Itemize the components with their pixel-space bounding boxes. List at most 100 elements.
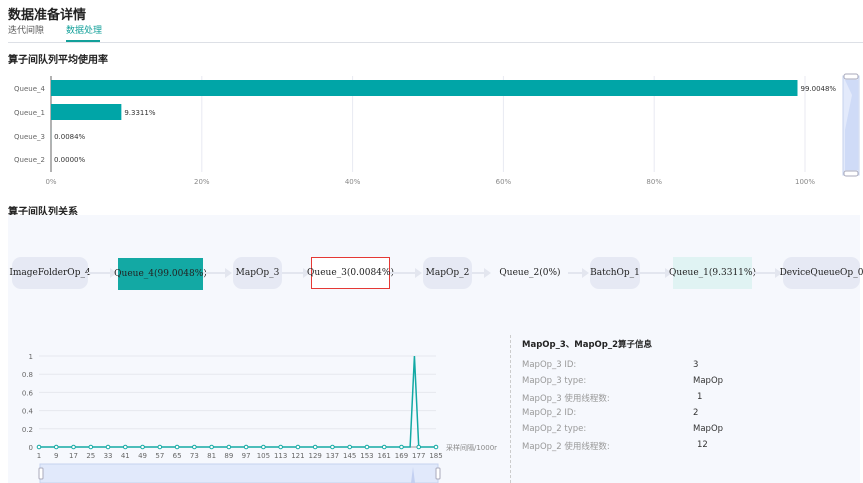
x-tick-label: 80% xyxy=(646,178,662,186)
x-tick-label: 40% xyxy=(345,178,361,186)
data-point xyxy=(71,444,76,450)
x-tick-label: 97 xyxy=(242,452,251,460)
bar-value-label: 0.0084% xyxy=(54,133,85,141)
data-point xyxy=(53,444,59,450)
pipeline-arrow xyxy=(568,268,589,278)
x-tick-label: 0% xyxy=(45,178,56,186)
data-point xyxy=(157,444,163,450)
data-point xyxy=(278,444,283,450)
data-point xyxy=(105,444,111,450)
pipeline-arrow xyxy=(88,268,117,278)
y-tick-label: 0.6 xyxy=(22,389,34,397)
x-tick-label: 41 xyxy=(121,452,130,460)
x-tick-label: 33 xyxy=(104,452,113,460)
y-tick-label: Queue_2 xyxy=(14,156,45,164)
x-tick-label: 25 xyxy=(86,452,95,460)
pipeline-node-batchop_1[interactable]: BatchOp_1 xyxy=(590,257,640,289)
pipeline-node-imagefolderop_4[interactable]: ImageFolderOp_4 xyxy=(9,257,91,289)
data-point xyxy=(174,444,180,450)
pipeline-arrow xyxy=(472,268,491,278)
data-point xyxy=(399,444,404,450)
data-point xyxy=(140,444,145,450)
pipeline-node-devicequeueop_0[interactable]: DeviceQueueOp_0 xyxy=(780,257,863,289)
bar-value-label: 99.0048% xyxy=(800,85,836,93)
op-info-title: MapOp_3、MapOp_2算子信息 xyxy=(522,340,653,350)
pipeline-node-queue_2[interactable]: Queue_2(0%) xyxy=(499,268,561,278)
x-tick-label: 105 xyxy=(257,452,270,460)
op-info-value: 1 xyxy=(697,392,703,402)
data-zoom-preview xyxy=(411,467,415,483)
queue-usage-title: 算子间队列平均使用率 xyxy=(8,55,108,66)
bar-value-label: 9.3311% xyxy=(124,109,155,117)
pipeline-node-mapop_3[interactable]: MapOp_3 xyxy=(233,257,282,289)
data-point xyxy=(364,444,370,450)
op-info-value: 2 xyxy=(693,408,699,418)
op-info-value: MapOp xyxy=(693,424,724,434)
y-tick-label: 1 xyxy=(29,353,33,361)
pipeline-node-queue_3[interactable]: Queue_3(0.0084%) xyxy=(307,257,394,289)
op-info-label: MapOp_2 ID: xyxy=(522,408,577,418)
x-tick-label: 89 xyxy=(224,452,233,460)
pipeline-node-mapop_2[interactable]: MapOp_2 xyxy=(423,257,472,289)
op-info-label: MapOp_3 ID: xyxy=(522,360,577,370)
bar-queue_4 xyxy=(51,80,798,96)
x-tick-label: 73 xyxy=(190,452,199,460)
queue-usage-bar-chart: 0% 20% 40% 60% 80% 100% Queue_4 99.0048% Queue_1… xyxy=(14,73,860,186)
slider-handle-top xyxy=(843,73,859,80)
y-tick-label: 0.4 xyxy=(22,408,34,416)
x-tick-label: 177 xyxy=(412,452,425,460)
data-point xyxy=(226,444,232,450)
x-tick-label: 57 xyxy=(155,452,164,460)
y-tick-label: 0.8 xyxy=(22,371,33,379)
data-point xyxy=(261,444,266,450)
data-point xyxy=(433,444,439,450)
x-tick-label: 81 xyxy=(207,452,216,460)
data-point xyxy=(88,444,94,450)
op-info-value: 3 xyxy=(693,360,699,370)
x-tick-label: 9 xyxy=(54,452,58,460)
x-tick-label: 65 xyxy=(173,452,182,460)
pipeline-arrow xyxy=(390,268,422,278)
op-info-label: MapOp_2 使用线程数: xyxy=(522,442,610,452)
x-tick-label: 49 xyxy=(138,452,147,460)
tab-iteration-gap[interactable]: 迭代间隙 xyxy=(8,26,45,36)
pipeline-arrow xyxy=(203,268,232,278)
x-tick-label: 153 xyxy=(360,452,373,460)
queue-trend-line-chart: 0 0.2 0.4 0.6 0.8 1 1 9 17 25 33 41 49 57 65 73 81 89 97 10… xyxy=(22,353,497,483)
data-zoom-slider xyxy=(39,463,439,483)
active-tab-indicator xyxy=(66,40,100,42)
y-tick-label: Queue_4 xyxy=(14,85,45,93)
x-tick-label: 20% xyxy=(194,178,210,186)
pipeline-node-queue_1[interactable]: Queue_1(9.3311%) xyxy=(669,257,756,289)
op-info-label: MapOp_3 使用线程数: xyxy=(522,394,610,404)
op-info-value: MapOp xyxy=(693,376,724,386)
data-point xyxy=(312,444,318,450)
x-tick-label: 145 xyxy=(343,452,356,460)
pipeline-node-queue_4[interactable]: Queue_4(99.0048%) xyxy=(114,258,207,290)
x-tick-label: 137 xyxy=(326,452,339,460)
data-point xyxy=(123,444,128,450)
data-point xyxy=(347,444,352,450)
y-tick-label: Queue_1 xyxy=(14,109,45,117)
slider-handle-bottom xyxy=(843,170,859,177)
x-tick-label: 100% xyxy=(795,178,815,186)
pipeline-arrow xyxy=(282,268,310,278)
tab-divider xyxy=(8,42,863,43)
data-point xyxy=(192,444,197,450)
tab-data-processing[interactable]: 数据处理 xyxy=(66,26,103,36)
x-tick-label: 161 xyxy=(378,452,391,460)
op-info-label: MapOp_3 type: xyxy=(522,376,587,386)
y-tick-label: 0 xyxy=(29,444,33,452)
y-tick-label: 0.2 xyxy=(22,426,33,434)
pipeline-arrow xyxy=(752,268,782,278)
queue-relation-title: 算子间队列关系 xyxy=(8,207,78,218)
page-title: 数据准备详情 xyxy=(8,8,87,23)
x-tick-label: 60% xyxy=(496,178,512,186)
data-point xyxy=(209,444,214,450)
data-point xyxy=(330,444,335,450)
data-point xyxy=(381,444,387,450)
x-tick-label: 121 xyxy=(291,452,304,460)
data-point xyxy=(36,444,42,450)
data-zoom-handle-right xyxy=(435,467,441,480)
x-tick-label: 129 xyxy=(308,452,321,460)
